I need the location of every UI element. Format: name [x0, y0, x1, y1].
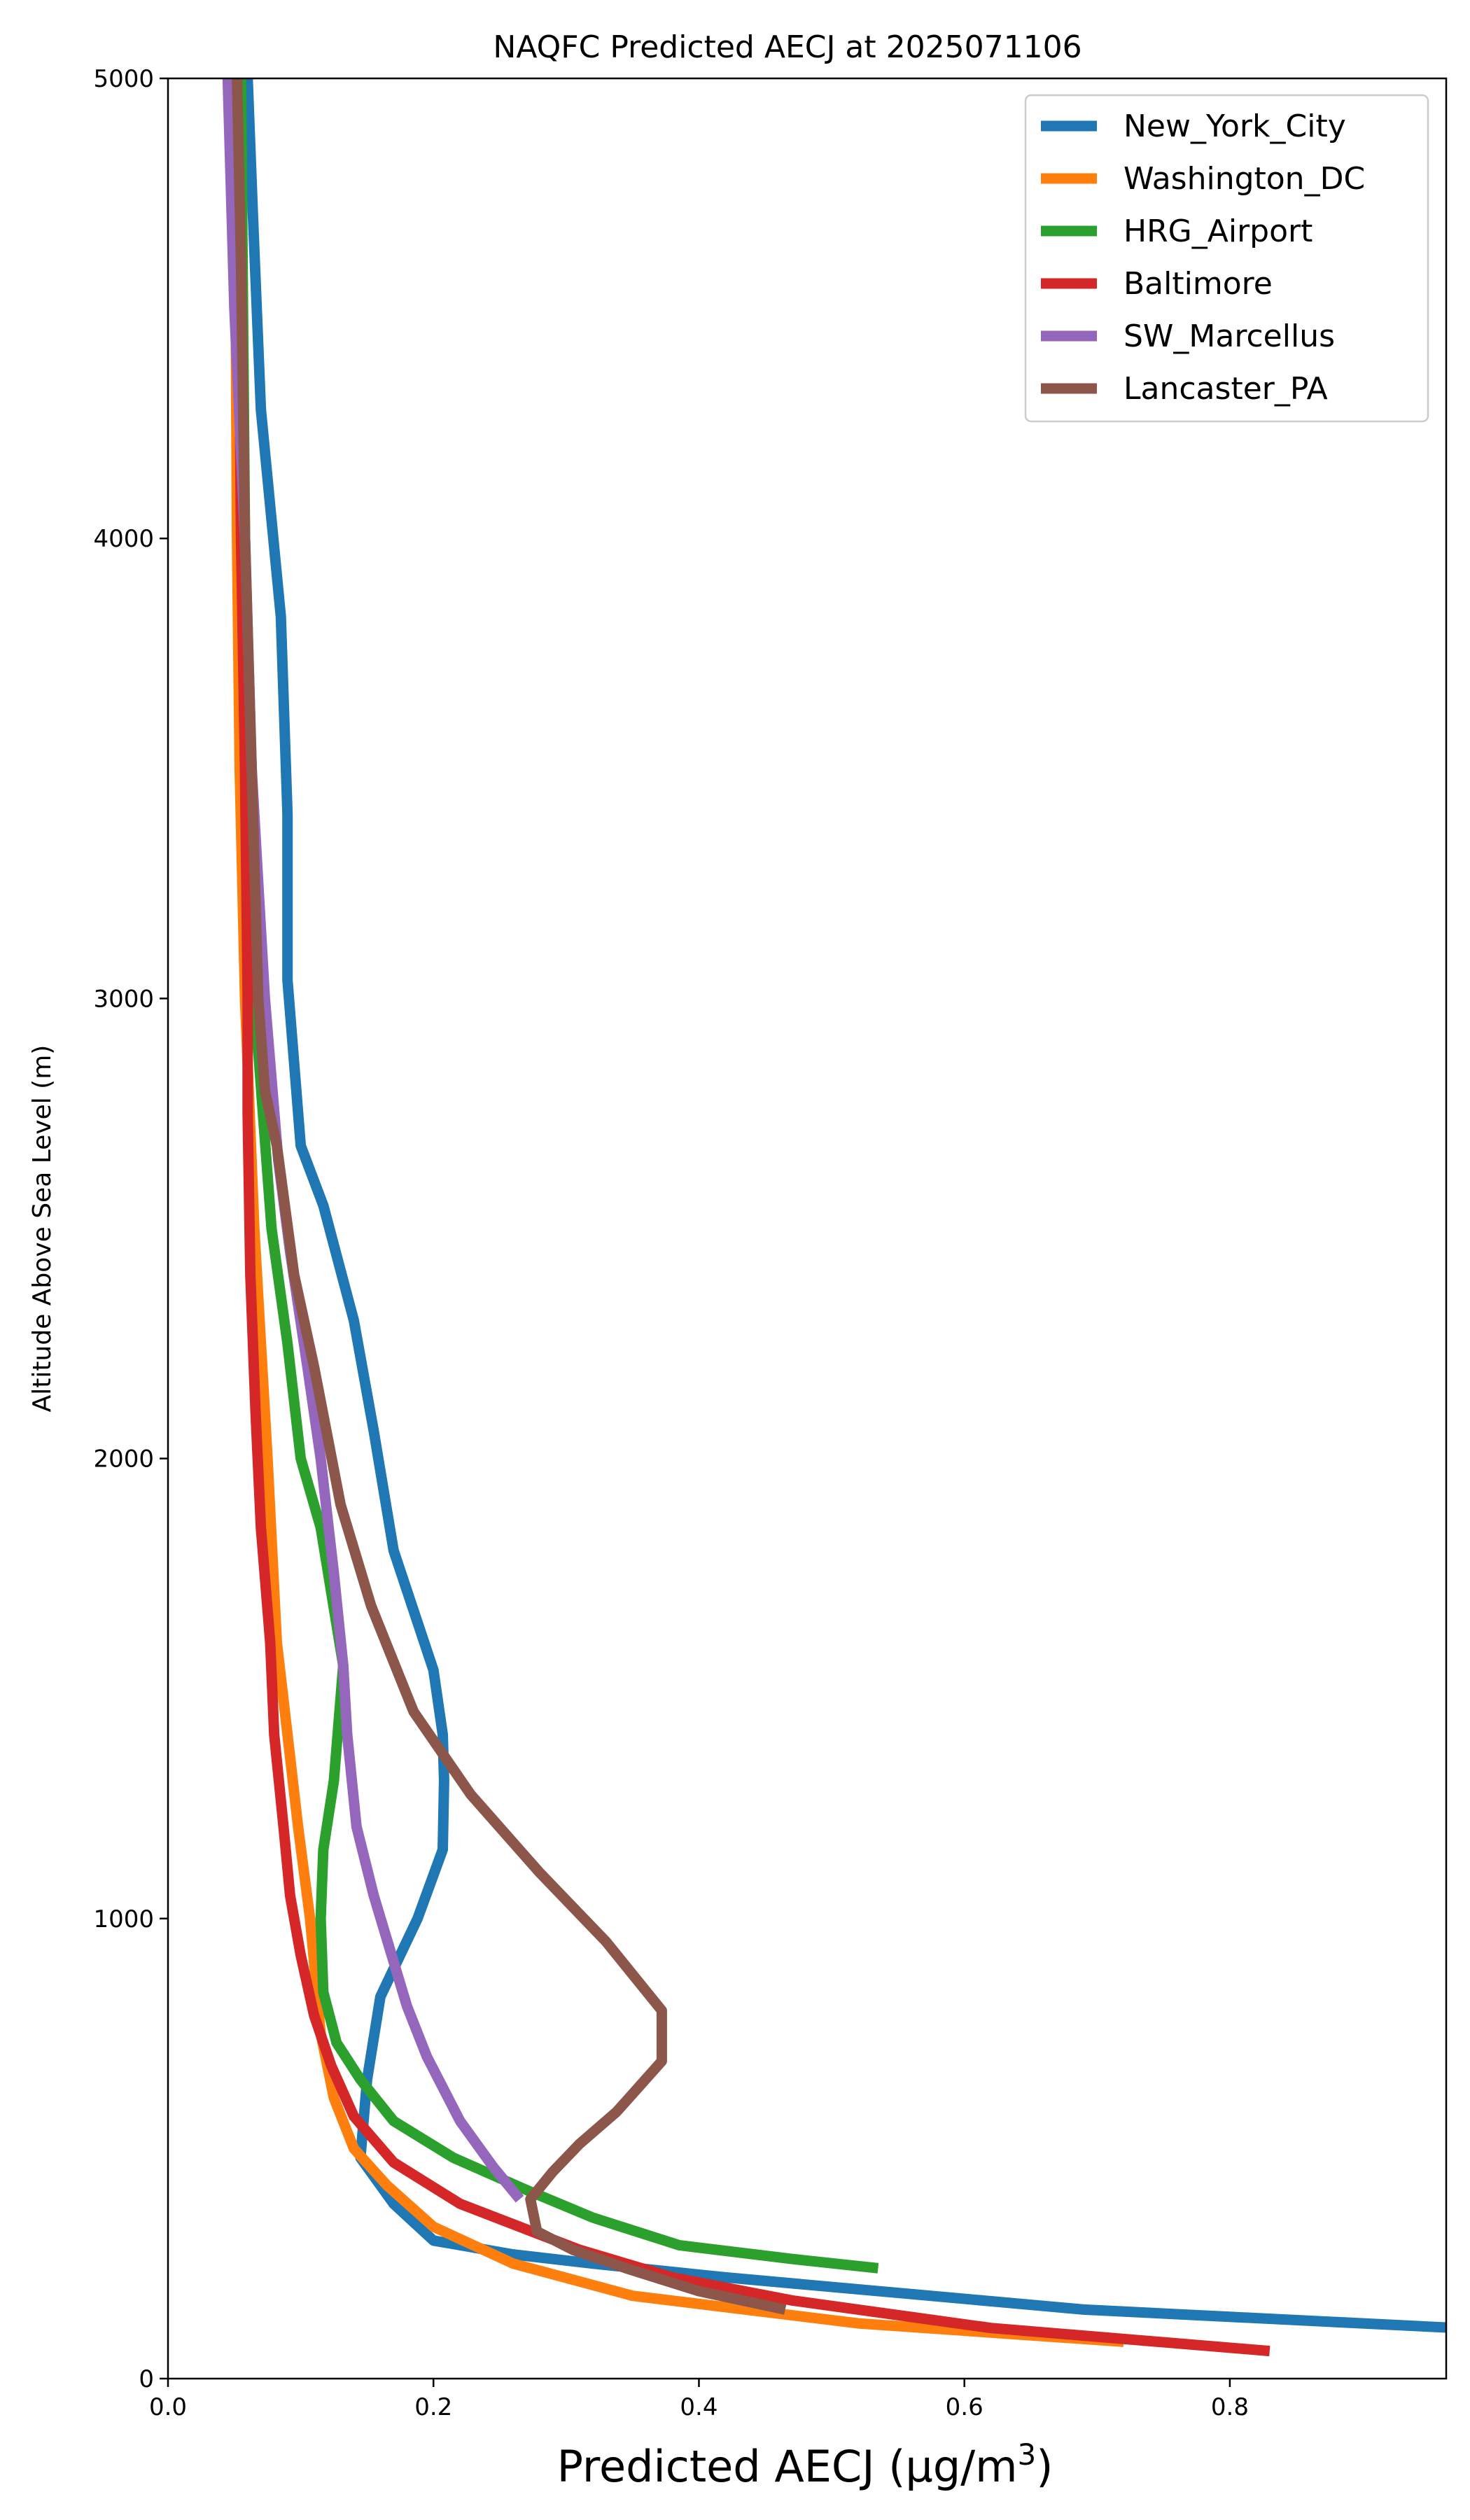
legend-label: HRG_Airport: [1124, 214, 1312, 249]
legend-label: SW_Marcellus: [1124, 318, 1335, 354]
x-tick-label: 0.2: [414, 2393, 452, 2421]
y-tick-label: 4000: [93, 525, 154, 553]
legend-frame: [1024, 94, 1429, 423]
x-axis-ticks: 0.0 0.2 0.4 0.6 0.8: [149, 2379, 1249, 2421]
y-tick-label: 5000: [93, 65, 154, 93]
series-line-hrg-airport: [235, 78, 879, 2274]
plot-area: 0.0 0.2 0.4 0.6 0.8 0 1000 2000 3000 4000 5000: [93, 65, 1448, 2421]
x-tick-label: 0.4: [680, 2393, 718, 2421]
x-tick-label: 0.0: [149, 2393, 187, 2421]
x-tick-label: 0.8: [1211, 2393, 1249, 2421]
y-tick-label: 0: [139, 2365, 154, 2393]
legend: New_York_City Washington_DC HRG_Airport Bal…: [1024, 94, 1429, 423]
y-axis-ticks: 0 1000 2000 3000 4000 5000: [93, 65, 168, 2393]
legend-label: Washington_DC: [1124, 161, 1365, 197]
legend-label: Baltimore: [1124, 266, 1273, 302]
legend-label: New_York_City: [1124, 108, 1346, 144]
x-tick-label: 0.6: [946, 2393, 983, 2421]
plot-frame: [167, 77, 1448, 2380]
x-axis-label-close: ): [1036, 2441, 1053, 2492]
y-axis-label: Altitude Above Sea Level (m): [28, 1045, 57, 1413]
x-axis-label: Predicted AECJ (μg/m3): [557, 2437, 1054, 2492]
legend-label: Lancaster_PA: [1124, 371, 1328, 407]
y-tick-label: 3000: [93, 985, 154, 1013]
chart-title: NAQFC Predicted AECJ at 2025071106: [493, 29, 1082, 65]
y-tick-label: 2000: [93, 1446, 154, 1474]
series-group: [222, 78, 1446, 2357]
series-line-lancaster-pa: [232, 78, 787, 2315]
y-tick-label: 1000: [93, 1905, 154, 1933]
x-axis-label-superscript: 3: [1017, 2437, 1036, 2472]
